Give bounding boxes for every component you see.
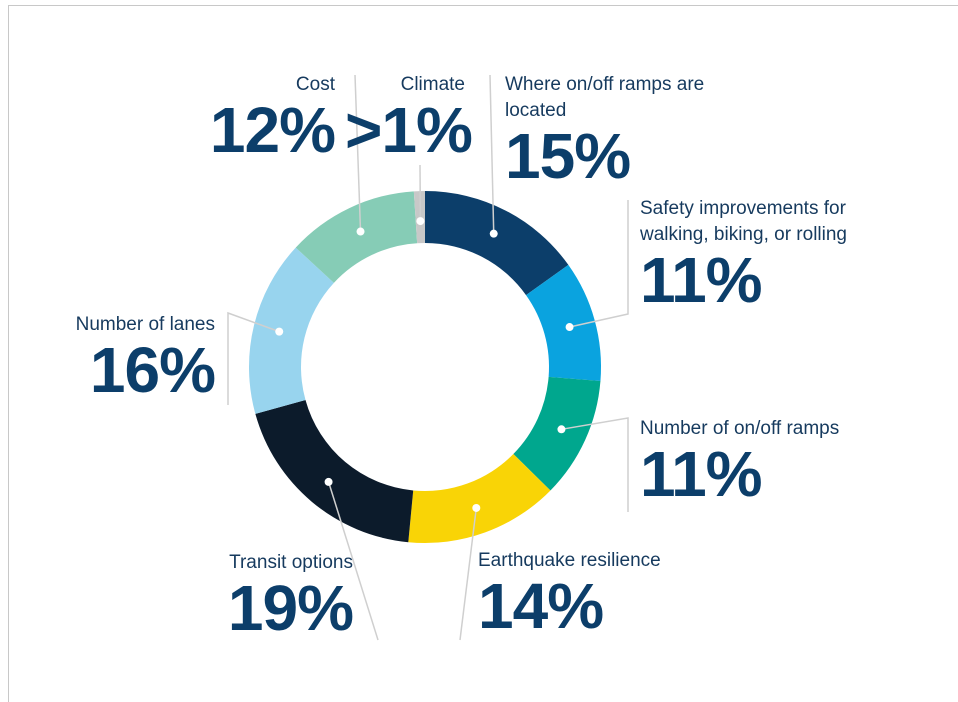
leader-line: [489, 74, 495, 234]
slice-label: Climate >1%: [345, 72, 473, 166]
donut-slice: [295, 191, 418, 283]
donut-slice: [408, 453, 551, 544]
slice-label: Number of lanes 16%: [0, 312, 216, 406]
slice-label: Earthquake resilience 14%: [478, 548, 728, 638]
slice-label: Cost 12%: [185, 72, 336, 166]
leader-dot: [356, 227, 365, 236]
slice-label: Safety improvements for walking, biking,…: [640, 196, 900, 312]
value-label: 15%: [505, 120, 631, 192]
leader-line: [561, 417, 629, 512]
category-label: Safety improvements for walking, biking,…: [640, 198, 847, 245]
donut-slice: [255, 400, 414, 543]
value-label: 11%: [640, 244, 763, 316]
value-label: 12%: [209, 94, 336, 166]
leader-line: [569, 200, 629, 328]
category-label: Climate: [400, 74, 465, 95]
value-label: 19%: [227, 572, 354, 644]
category-label: Earthquake resilience: [478, 550, 661, 571]
leader-dot: [557, 425, 566, 434]
slice-label: Transit options 19%: [103, 550, 354, 644]
category-label: Number of on/off ramps: [640, 418, 840, 439]
donut-slice: [249, 247, 334, 414]
category-label: Transit options: [229, 552, 353, 573]
slice-label: Number of on/off ramps 11%: [640, 416, 900, 506]
leader-dot: [489, 229, 498, 238]
donut-slice: [513, 376, 601, 491]
slice-label: Where on/off ramps are located 15%: [505, 72, 715, 188]
value-label: 16%: [89, 334, 216, 406]
donut-slice: [425, 191, 569, 296]
donut-slice: [413, 190, 425, 244]
category-label: Where on/off ramps are located: [505, 74, 705, 121]
category-label: Cost: [295, 74, 335, 95]
leader-dot: [416, 217, 425, 226]
frame: [8, 5, 958, 702]
leader-dot: [324, 477, 333, 486]
leader-line: [459, 507, 478, 641]
leader-line: [327, 481, 379, 641]
donut-slice: [526, 264, 601, 381]
leader-line: [227, 311, 280, 405]
value-label: 14%: [478, 570, 604, 642]
leader-dot: [472, 503, 481, 512]
value-label: >1%: [345, 94, 473, 166]
leader-dot: [275, 327, 284, 336]
leader-line: [354, 74, 362, 232]
category-label: Number of lanes: [75, 314, 215, 335]
leader-dot: [565, 323, 574, 332]
value-label: 11%: [640, 438, 763, 510]
